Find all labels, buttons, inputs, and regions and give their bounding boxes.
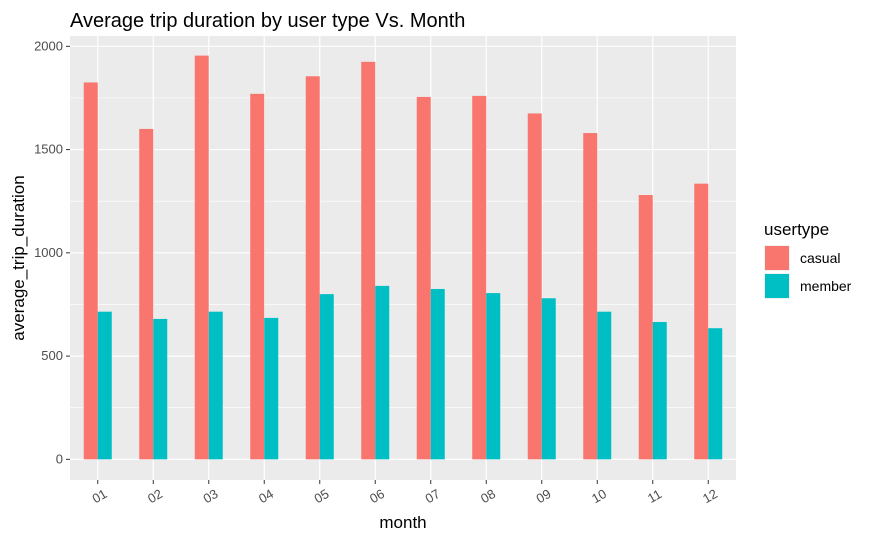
bar-casual-10	[583, 133, 598, 460]
x-tick-label: 10	[589, 486, 609, 506]
bar-member-06	[375, 285, 390, 460]
bar-casual-08	[472, 95, 487, 460]
bar-casual-04	[250, 93, 265, 460]
legend: usertype casual member	[764, 220, 852, 299]
bar-casual-12	[694, 183, 709, 460]
chart-title: Average trip duration by user type Vs. M…	[70, 10, 465, 32]
bar-casual-09	[527, 113, 542, 460]
x-tick-label: 01	[89, 486, 109, 506]
bar-casual-03	[194, 55, 209, 460]
y-tick-label: 1000	[34, 245, 63, 260]
bar-member-08	[486, 293, 501, 460]
bar-member-07	[430, 288, 445, 460]
bar-member-05	[319, 294, 334, 460]
x-axis-label: month	[379, 513, 426, 532]
legend-key-member	[765, 274, 789, 298]
bar-casual-02	[139, 128, 154, 460]
x-tick-label: 12	[700, 486, 720, 506]
x-tick-label: 04	[256, 486, 276, 506]
bar-casual-11	[638, 195, 653, 460]
bar-member-04	[264, 317, 279, 460]
bar-casual-07	[416, 96, 431, 460]
bar-member-02	[153, 318, 168, 460]
x-tick-label: 07	[422, 486, 442, 506]
bar-member-12	[708, 328, 723, 460]
bar-member-11	[652, 322, 667, 460]
x-tick-label: 05	[311, 486, 331, 506]
x-tick-label: 03	[200, 486, 220, 506]
bar-casual-06	[361, 61, 376, 460]
legend-key-casual	[765, 246, 789, 270]
x-tick-label: 06	[367, 486, 387, 506]
plot-panel	[70, 36, 736, 480]
bar-casual-05	[305, 76, 320, 460]
bar-member-09	[541, 298, 556, 460]
bars-group	[83, 55, 723, 460]
legend-label-casual: casual	[800, 250, 840, 266]
legend-label-member: member	[800, 278, 852, 294]
y-tick-label: 2000	[34, 38, 63, 53]
x-axis: 01 02 03 04 05 06 07 08 09 10 11 12	[89, 480, 720, 506]
legend-title: usertype	[764, 220, 829, 239]
bar-member-01	[97, 311, 112, 460]
x-tick-label: 09	[533, 486, 553, 506]
bar-casual-01	[83, 82, 98, 460]
y-tick-label: 0	[56, 451, 63, 466]
y-axis-label: average_trip_duration	[9, 175, 28, 340]
y-tick-label: 1500	[34, 142, 63, 157]
bar-member-10	[597, 311, 612, 460]
y-tick-label: 500	[41, 348, 63, 363]
x-tick-label: 08	[478, 486, 498, 506]
y-axis: 0 500 1000 1500 2000	[34, 38, 70, 466]
x-tick-label: 11	[645, 486, 664, 506]
x-tick-label: 02	[145, 486, 165, 506]
bar-member-03	[208, 311, 223, 460]
